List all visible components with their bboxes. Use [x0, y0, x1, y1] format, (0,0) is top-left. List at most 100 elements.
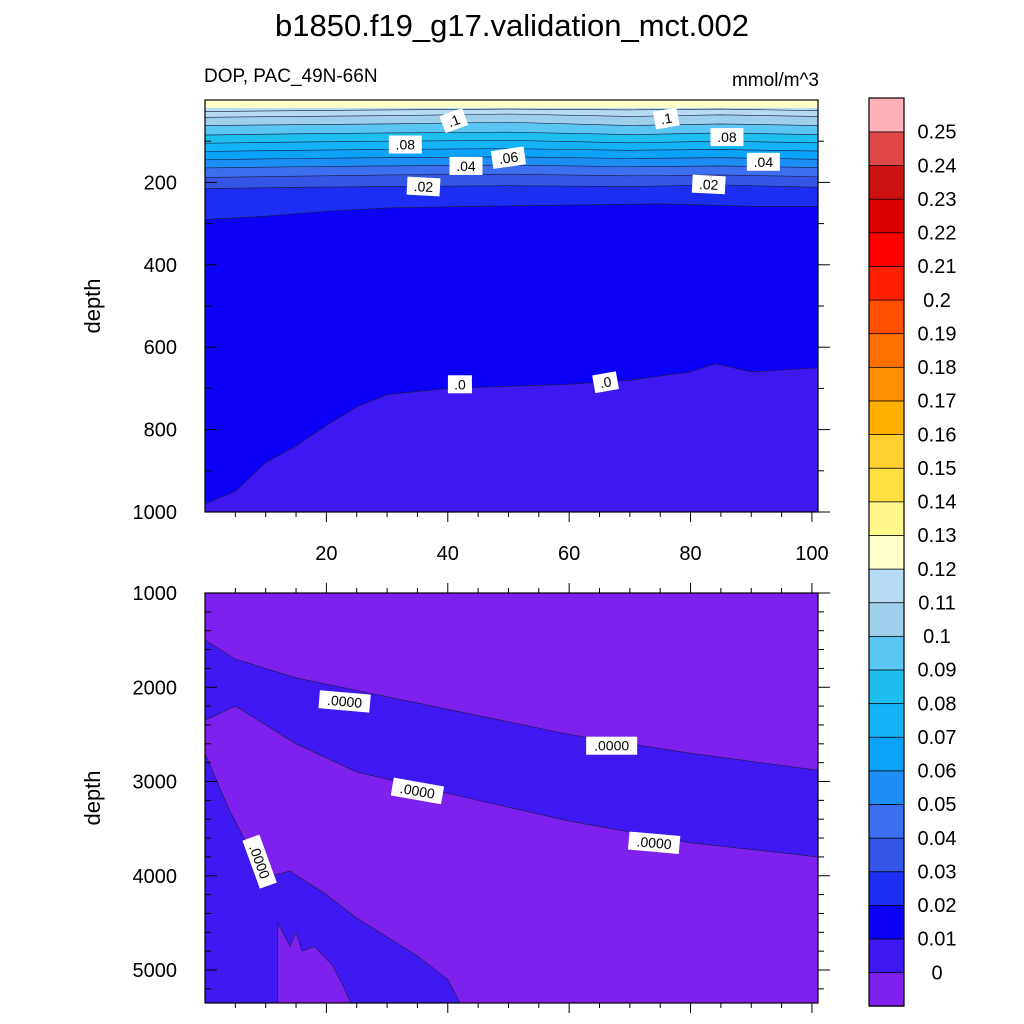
- colorbar-tick-label: 0.03: [918, 861, 957, 883]
- colorbar-tick-label: 0.06: [918, 761, 957, 783]
- colorbar-tick-label: 0.16: [918, 424, 957, 446]
- colorbar-tick-label: 0.14: [918, 492, 957, 514]
- contour-label-box: [388, 135, 422, 154]
- upper-y-axis-label: depth: [80, 278, 105, 333]
- colorbar-frame: [868, 97, 905, 1007]
- contour-label-box: [586, 736, 638, 755]
- contour-label: .0: [592, 371, 619, 394]
- upper-axis-ticks: 200 400 600 800 1000 20 40 60 80 100: [133, 140, 830, 565]
- colorbar-swatch: [868, 602, 905, 637]
- contour-label: .0000: [318, 690, 371, 713]
- colorbar-swatch: [868, 131, 905, 166]
- colorbar-swatch: [868, 635, 905, 671]
- colorbar-swatch: [868, 265, 905, 301]
- contour-label-text: .0000: [594, 738, 629, 754]
- contour-label: .04: [449, 156, 483, 175]
- colorbar-tick-label: 0.19: [918, 323, 957, 345]
- contour-label-text: .04: [456, 158, 476, 174]
- colorbar-tick-label: 0.1: [923, 626, 951, 648]
- y-tick-label: 2000: [133, 677, 178, 699]
- colorbar-swatch: [868, 904, 905, 940]
- contour-label-text: .1: [659, 110, 673, 128]
- colorbar-swatch: [868, 97, 905, 133]
- y-tick-label: 600: [144, 337, 177, 359]
- colorbar-tick-label: 0.05: [918, 794, 957, 816]
- figure-title: b1850.f19_g17.validation_mct.002: [275, 8, 749, 43]
- contour-label: .1: [439, 108, 469, 134]
- contour-label-box: [490, 146, 527, 169]
- contour-label-box: [449, 156, 483, 175]
- contour-label-text: .0000: [399, 780, 436, 802]
- x-tick-label: 20: [315, 543, 337, 565]
- contour-label-box: [447, 375, 472, 394]
- colorbar-tick-label: 0.02: [918, 895, 957, 917]
- contour-label-box: [406, 176, 441, 197]
- colorbar-tick-label: 0.25: [918, 122, 957, 144]
- colorbar-swatch: [868, 669, 905, 705]
- colorbar-swatch: [868, 501, 905, 536]
- x-tick-label: 60: [558, 543, 580, 565]
- contour-label-text: .04: [754, 154, 774, 170]
- contour-label-box: [691, 174, 726, 195]
- colorbar-swatch: [868, 702, 905, 738]
- contour-label: .02: [406, 176, 441, 197]
- contour-label: .0000: [390, 777, 445, 805]
- contour-label: .08: [388, 135, 422, 154]
- contour-label: .08: [710, 128, 744, 147]
- upper-panel: DOP, PAC_49N-66N mmol/m^3 depth .1 .1 .08.…: [80, 66, 830, 565]
- colorbar-swatch: [868, 400, 905, 435]
- contour-label-box: [710, 128, 744, 147]
- contour-label-text: .06: [498, 148, 520, 167]
- contour-fill-0: [205, 363, 818, 512]
- colorbar-tick-label: 0.24: [918, 155, 957, 177]
- x-tick-label: 40: [437, 543, 459, 565]
- colorbar-swatch: [868, 971, 905, 1007]
- contour-label-text: .0000: [326, 692, 363, 711]
- colorbar-swatch: [868, 871, 905, 906]
- contour-label: .06: [490, 146, 527, 169]
- contour-label-text: .1: [446, 111, 463, 130]
- colorbar-swatch: [868, 938, 905, 974]
- x-tick-label: 100: [795, 543, 828, 565]
- x-tick-label: 80: [679, 543, 701, 565]
- colorbar-tick-label: 0: [931, 962, 942, 984]
- colorbar-tick-label: 0.07: [918, 727, 957, 749]
- contour-label-text: .02: [699, 176, 719, 193]
- colorbar-tick-label: 0.15: [918, 458, 957, 480]
- contour-label-box: [242, 834, 277, 889]
- y-tick-label: 5000: [133, 960, 178, 982]
- colorbar-swatch: [868, 232, 905, 267]
- lower-contour-region-2: [277, 922, 351, 1003]
- contour-label-text: .0000: [636, 833, 673, 852]
- colorbar-tick-label: 0.21: [918, 256, 957, 278]
- contour-label-box: [390, 777, 445, 805]
- contour-label-box: [318, 690, 371, 713]
- contour-label: .02: [691, 174, 726, 195]
- colorbar-swatch: [868, 467, 905, 503]
- lower-contour-fills: [205, 593, 818, 1003]
- contour-label-text: .0: [598, 373, 612, 391]
- colorbar-tick-label: 0.11: [918, 592, 955, 614]
- upper-contour-fills: [205, 100, 818, 512]
- y-tick-label: 800: [144, 420, 177, 442]
- colorbar-tick-label: 0.04: [918, 828, 957, 850]
- contour-label: .04: [746, 152, 780, 171]
- colorbar-swatch: [868, 770, 905, 805]
- contour-label-box: [652, 107, 680, 130]
- colorbar-swatch: [868, 736, 905, 772]
- contour-label-box: [746, 152, 780, 171]
- contour-label: .0000: [627, 831, 681, 854]
- y-tick-label: 3000: [133, 772, 178, 794]
- colorbar-swatch: [868, 837, 905, 873]
- y-tick-label: 200: [144, 172, 177, 194]
- colorbar-tick-label: 0.13: [918, 525, 957, 547]
- contour-label-text: .0: [454, 376, 466, 392]
- contour-label-text: .08: [717, 129, 737, 145]
- colorbar-swatch: [868, 803, 905, 839]
- lower-plot-frame: [204, 592, 819, 1004]
- y-tick-label: 1000: [133, 583, 178, 605]
- colorbar-tick-label: 0.09: [918, 660, 957, 682]
- contour-label: .0000: [586, 736, 638, 755]
- colorbar-swatch: [868, 299, 905, 335]
